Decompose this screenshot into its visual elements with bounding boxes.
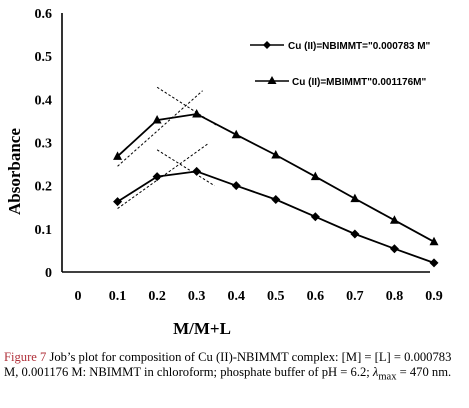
y-axis-label: Absorbance — [5, 128, 24, 215]
tangent-lines — [117, 86, 217, 209]
y-tick-label: 0.1 — [35, 223, 53, 238]
x-tick-labels: 0 0.1 0.2 0.3 0.4 0.5 0.6 0.7 0.8 0.9 — [75, 289, 443, 304]
series-2-point — [231, 129, 241, 139]
figure-label: Figure 7 — [4, 350, 47, 364]
legend-diamond-marker — [263, 41, 271, 49]
lambda-subscript: max — [378, 371, 397, 383]
tangent-line — [117, 90, 203, 167]
x-tick-label: 0.9 — [425, 289, 443, 304]
series-1-point — [389, 244, 399, 254]
legend-entry-series-1: Cu (II)=NBIMMT="0.000783 M" — [250, 41, 431, 52]
x-tick-label: 0.6 — [307, 289, 325, 304]
x-tick-label: 0 — [75, 289, 82, 304]
x-axis-label: M/M+L — [173, 319, 231, 338]
y-tick-label: 0.5 — [35, 50, 53, 65]
series-1-point — [271, 194, 281, 204]
caption-text: Job’s plot for composition of Cu (II)-NB… — [4, 350, 452, 379]
series-2-point — [429, 236, 439, 246]
figure-caption: Figure 7 Job’s plot for composition of C… — [4, 350, 466, 385]
series-2-point — [271, 150, 281, 159]
legend-entry-series-2: Cu (II)=MBIMMT"0.001176M" — [255, 76, 426, 88]
y-tick-label: 0.4 — [35, 93, 53, 108]
series-2-point — [389, 215, 399, 224]
series-1-line — [117, 170, 435, 264]
y-tick-label: 0.6 — [35, 7, 53, 22]
x-tick-label: 0.3 — [188, 289, 206, 304]
x-tick-label: 0.8 — [386, 289, 404, 304]
series-2-point — [350, 193, 360, 203]
x-tick-label: 0.4 — [227, 289, 245, 304]
series-1-point — [192, 166, 202, 176]
series-2-point — [113, 151, 123, 160]
series-1-point — [152, 172, 162, 182]
lambda-symbol: λ — [372, 365, 379, 379]
series-1-point — [350, 229, 360, 239]
series-1-point — [429, 258, 439, 268]
data-series — [113, 109, 439, 268]
y-tick-labels: 0 0.1 0.2 0.3 0.4 0.5 0.6 — [35, 7, 53, 281]
legend-triangle-marker — [267, 76, 277, 84]
series-1-point — [231, 181, 241, 191]
series-2-line — [116, 113, 435, 243]
legend-label-series-1: Cu (II)=NBIMMT="0.000783 M" — [288, 41, 431, 52]
legend: Cu (II)=NBIMMT="0.000783 M" Cu (II)=MBIM… — [250, 41, 431, 88]
x-tick-label: 0.7 — [346, 289, 364, 304]
y-tick-label: 0.3 — [35, 137, 53, 152]
y-tick-label: 0 — [45, 266, 52, 281]
jobs-plot-chart: 00.10.20.30.40.50.6 0 0.1 0.2 0.3 0.4 0.5 0.6 0… — [5, 7, 443, 338]
series-2-point — [152, 115, 162, 124]
series-2-point — [310, 171, 320, 181]
x-tick-label: 0.1 — [109, 289, 127, 304]
x-tick-label: 0.2 — [148, 289, 166, 304]
series-1-point — [113, 197, 123, 207]
tangent-line — [156, 149, 215, 187]
y-tick-label: 0.2 — [35, 180, 53, 195]
series-2-point — [192, 109, 202, 118]
legend-label-series-2: Cu (II)=MBIMMT"0.001176M" — [292, 77, 426, 88]
x-tick-label: 0.5 — [267, 289, 285, 304]
chart-axes — [61, 13, 430, 273]
series-1-point — [310, 212, 320, 222]
caption-text-end: = 470 nm. — [396, 365, 452, 379]
